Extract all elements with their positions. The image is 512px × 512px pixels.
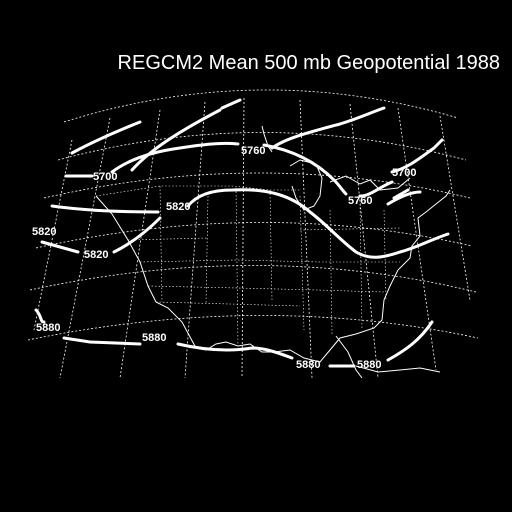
contour-label: 5880 bbox=[36, 322, 60, 334]
contour-labels: 5700 5760 5700 5760 5820 5820 5820 5880 … bbox=[32, 145, 416, 371]
contour-label: 5880 bbox=[357, 359, 381, 371]
contour-label: 5820 bbox=[32, 226, 56, 238]
contour-label: 5760 bbox=[348, 195, 372, 207]
contour-label: 5880 bbox=[296, 359, 320, 371]
contour-5880 bbox=[34, 308, 434, 368]
latitude-gridlines bbox=[27, 89, 479, 341]
contour-label: 5880 bbox=[142, 332, 166, 344]
contour-5760 bbox=[70, 106, 422, 206]
contour-label: 5820 bbox=[166, 201, 190, 213]
contour-lines bbox=[34, 98, 450, 368]
contour-label: 5820 bbox=[84, 249, 108, 261]
contour-label: 5700 bbox=[392, 167, 416, 179]
contour-label: 5760 bbox=[241, 145, 265, 157]
contour-5820 bbox=[40, 188, 450, 259]
state-borders bbox=[95, 185, 401, 347]
map-title: REGCM2 Mean 500 mb Geopotential 1988 bbox=[117, 52, 500, 74]
contour-label: 5700 bbox=[93, 171, 117, 183]
contour-5700 bbox=[64, 98, 444, 196]
